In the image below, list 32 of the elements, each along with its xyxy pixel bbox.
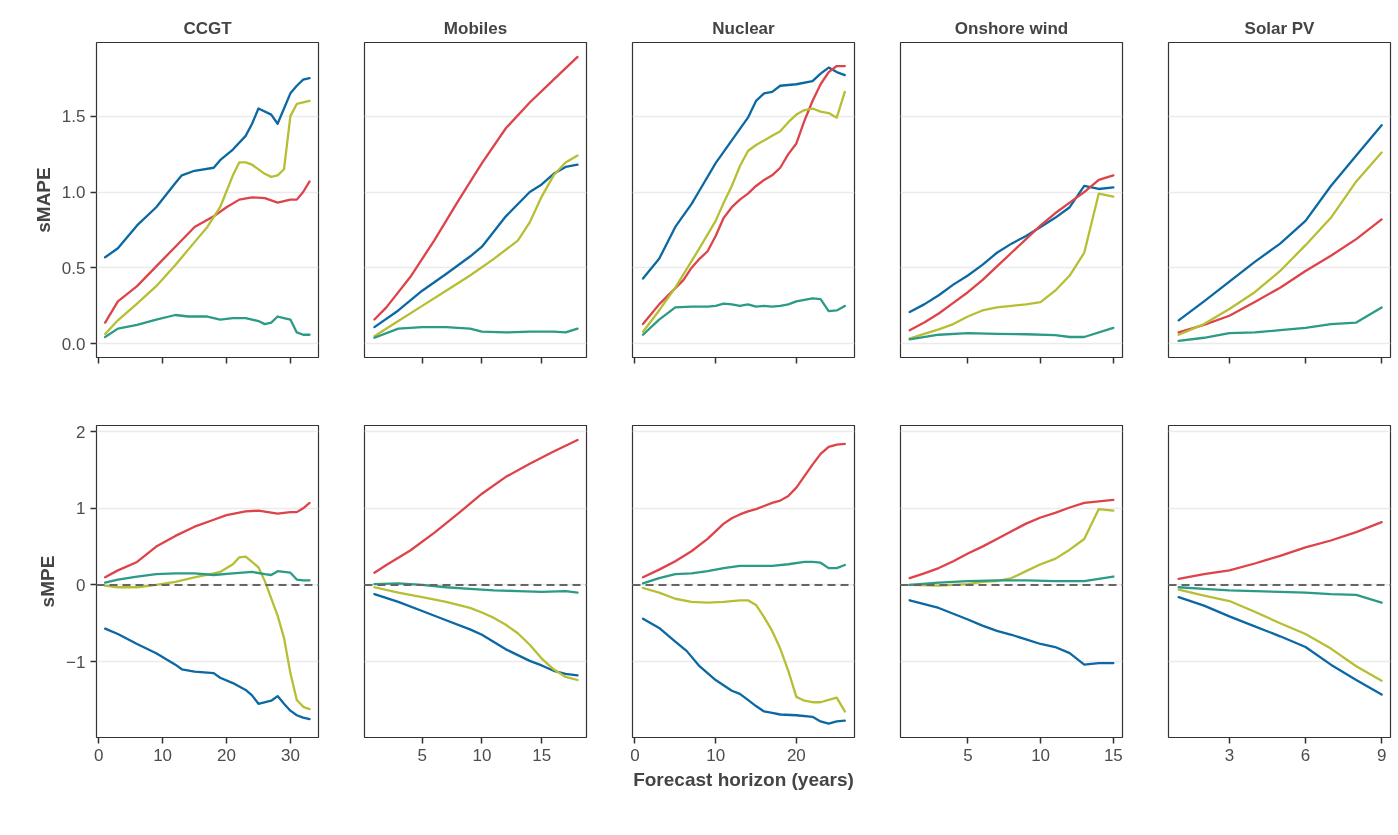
y-tick-label: 1.0 <box>61 183 86 203</box>
y-tick-label: −1 <box>66 652 86 672</box>
x-tick-label: 5 <box>963 745 973 765</box>
x-tick-label: 10 <box>706 745 726 765</box>
x-tick-label: 15 <box>532 745 552 765</box>
x-tick-label: 6 <box>1300 745 1311 765</box>
y-tick-label: 1 <box>76 499 86 519</box>
x-tick-label: 0 <box>630 745 640 765</box>
x-tick-label: 9 <box>1376 745 1387 765</box>
y-tick-label: 1.5 <box>61 107 86 127</box>
x-tick-label: 10 <box>153 745 173 765</box>
chart-title: CCGT <box>183 18 233 38</box>
x-tick-label: 10 <box>1031 745 1051 765</box>
x-tick-label: 3 <box>1224 745 1235 765</box>
y-tick-label: 0.5 <box>61 258 86 278</box>
y-tick-label: 0 <box>76 575 86 595</box>
y-axis-title: sMPE <box>37 555 59 608</box>
x-tick-label: 20 <box>217 745 236 765</box>
x-axis-title: Forecast horizon (years) <box>633 768 854 790</box>
y-axis-title: sMAPE <box>32 167 54 233</box>
x-tick-label: 0 <box>94 745 104 765</box>
x-tick-label: 5 <box>417 745 427 765</box>
x-tick-label: 30 <box>280 745 300 765</box>
x-tick-label: 20 <box>786 745 806 765</box>
chart-title: Solar PV <box>1244 18 1316 38</box>
x-tick-label: 10 <box>472 745 492 765</box>
y-tick-label: 0.0 <box>61 334 86 354</box>
chart-title: Onshore wind <box>954 18 1069 38</box>
chart-title: Nuclear <box>712 18 776 38</box>
y-tick-label: 2 <box>76 422 86 442</box>
x-tick-label: 15 <box>1103 745 1123 765</box>
chart-title: Mobiles <box>443 18 508 38</box>
